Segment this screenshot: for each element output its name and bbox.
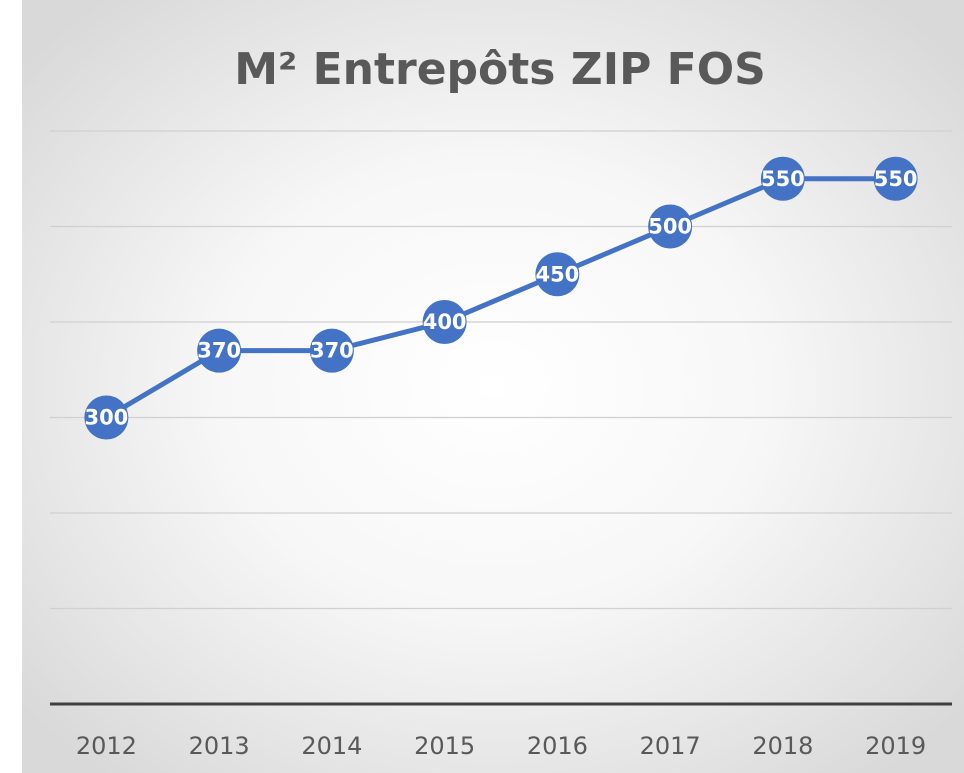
data-label: 500: [648, 215, 692, 239]
data-label: 450: [535, 262, 579, 286]
marker: [197, 328, 242, 373]
marker: [760, 156, 805, 201]
plot: 300 370 370 400 450 500 550 550: [84, 156, 918, 440]
margin: [0, 0, 22, 773]
data-label: 370: [197, 339, 241, 363]
marker: [422, 300, 467, 344]
marker: [648, 204, 693, 249]
chart-background: [22, 0, 964, 773]
marker: [84, 395, 129, 440]
x-tick-label: 2017: [640, 732, 701, 760]
data-label: 550: [761, 167, 805, 191]
chart-title: M² Entrepôts ZIP FOS: [234, 44, 766, 95]
x-tick-label: 2016: [527, 732, 588, 760]
marker: [309, 328, 354, 373]
data-label: 400: [423, 310, 467, 334]
x-tick-label: 2015: [414, 732, 475, 760]
marker: [535, 252, 580, 297]
data-label: 300: [84, 406, 128, 430]
x-tick-label: 2012: [76, 732, 137, 760]
data-label: 550: [874, 167, 918, 191]
x-tick-label: 2013: [189, 732, 250, 760]
marker: [873, 156, 918, 201]
data-label: 370: [310, 339, 354, 363]
x-tick-label: 2018: [752, 732, 813, 760]
x-tick-label: 2019: [865, 732, 926, 760]
x-tick-label: 2014: [301, 732, 362, 760]
